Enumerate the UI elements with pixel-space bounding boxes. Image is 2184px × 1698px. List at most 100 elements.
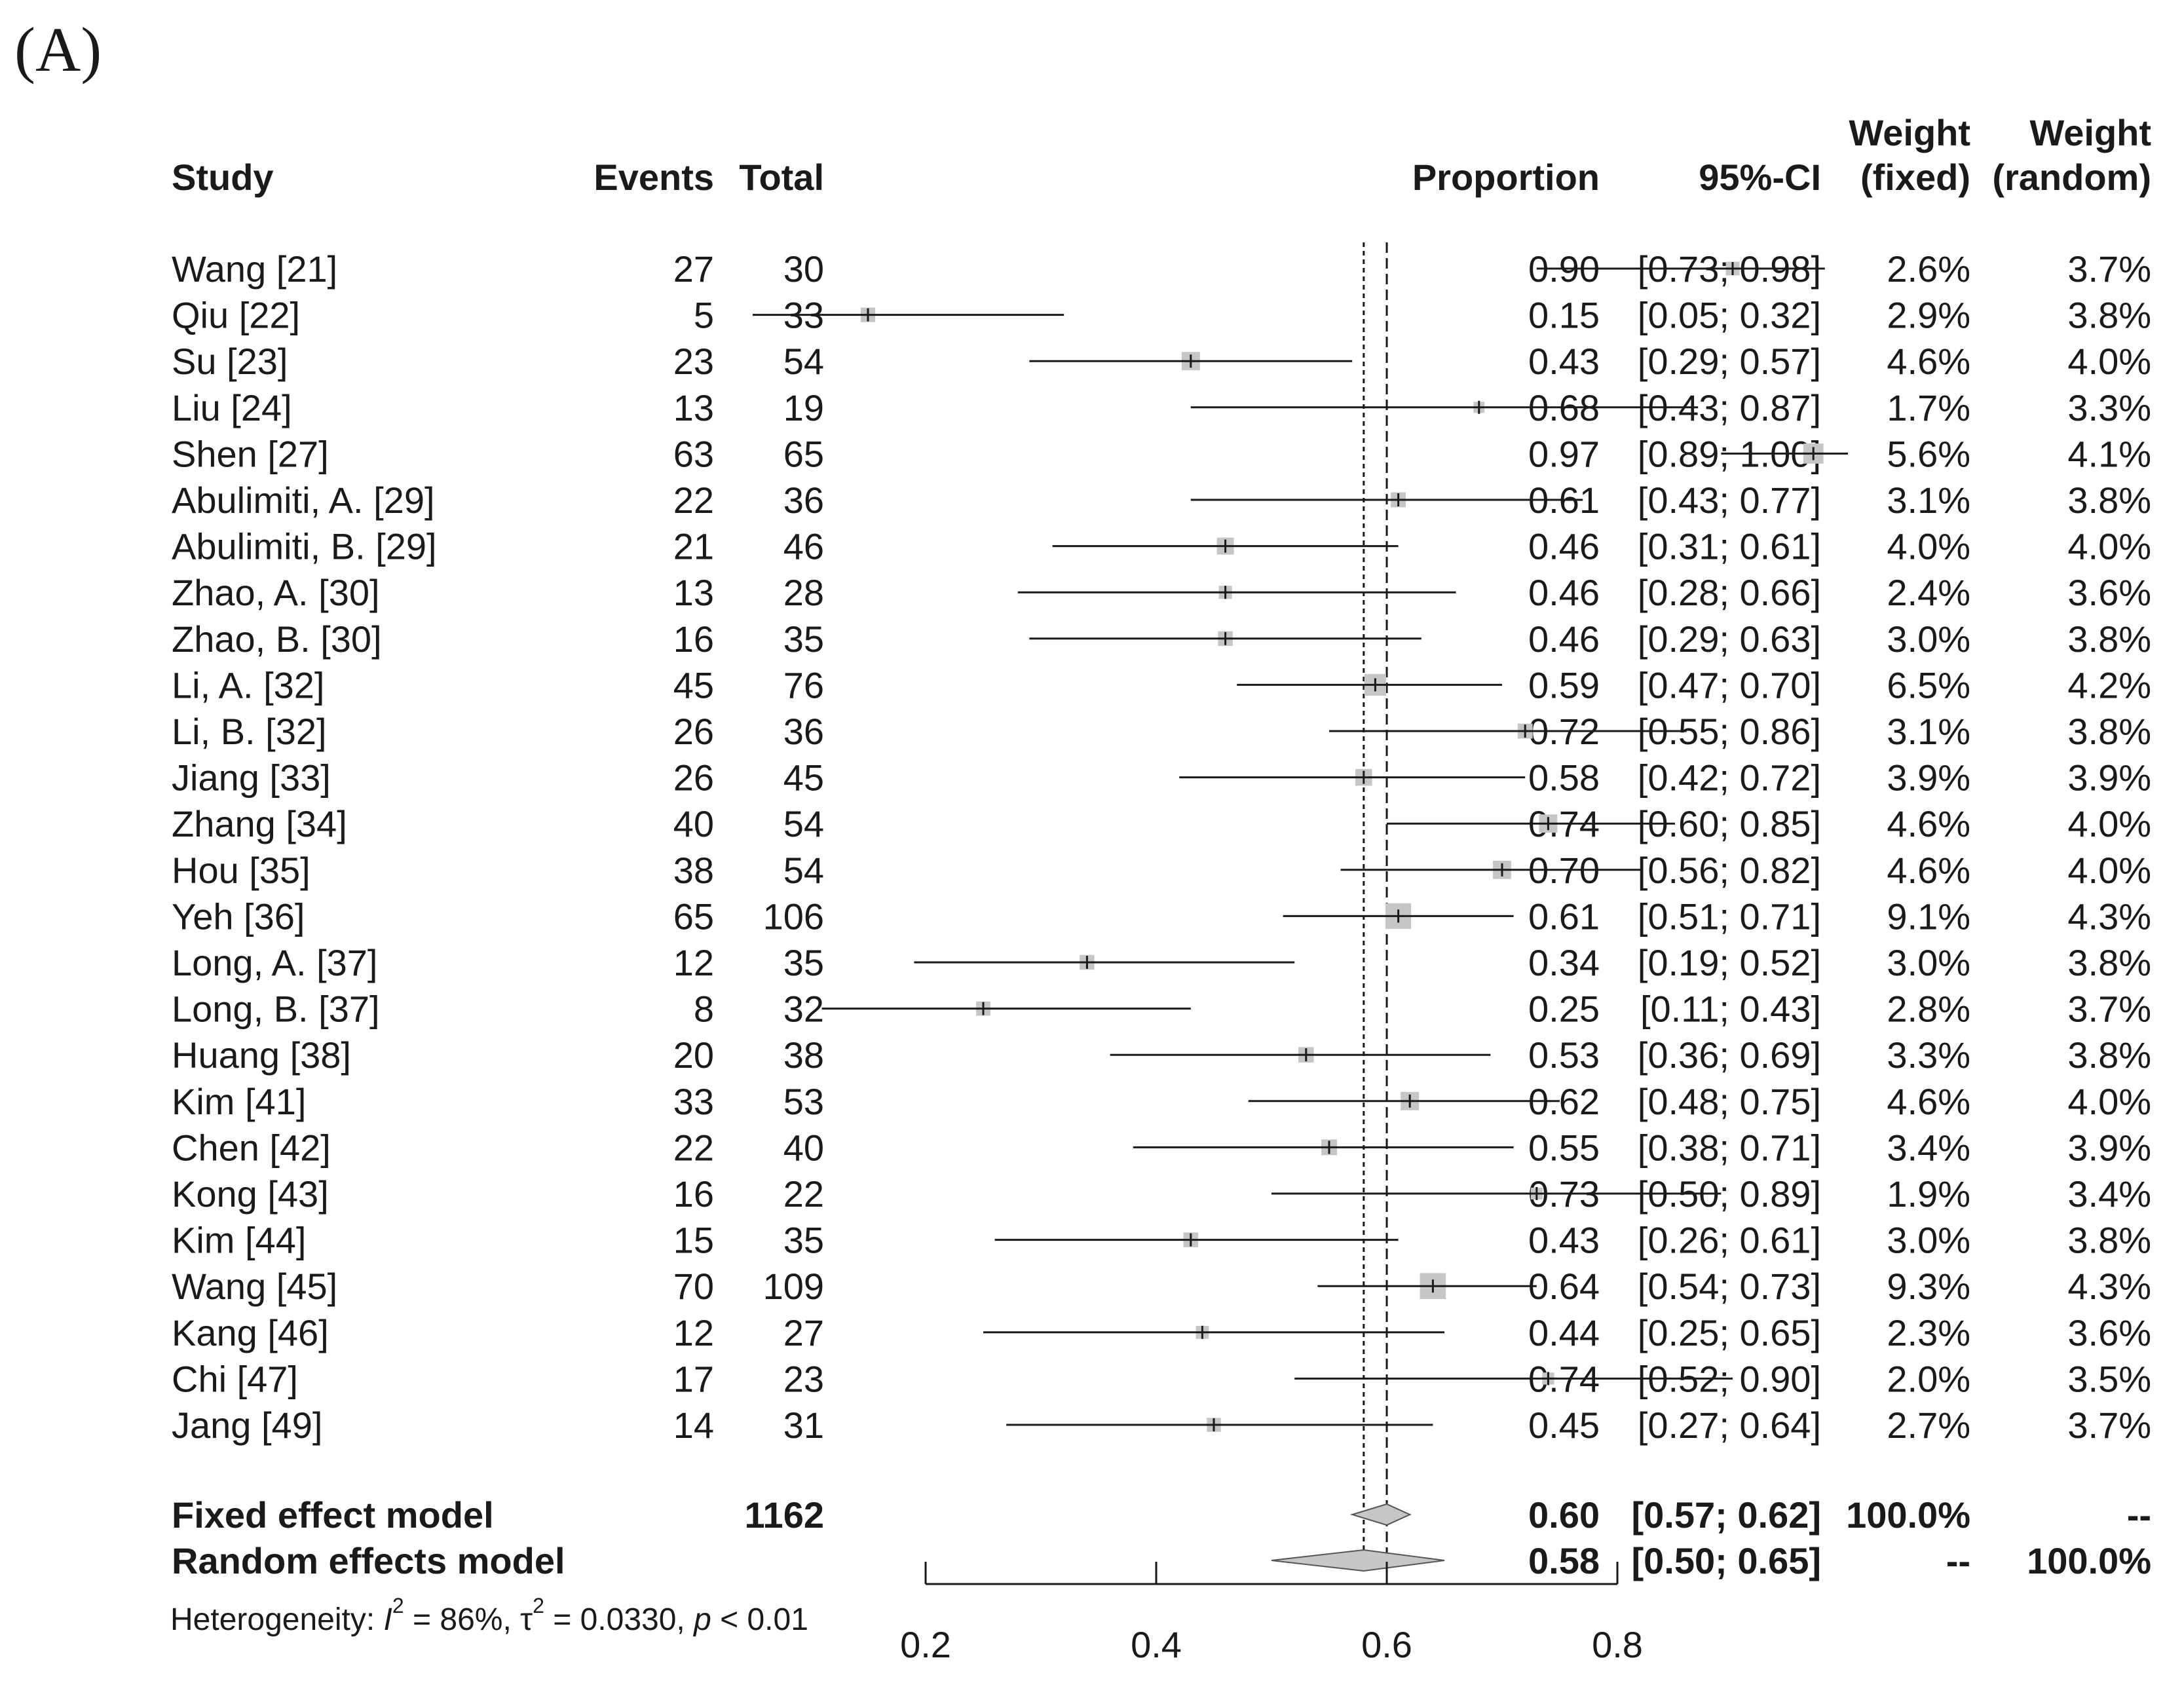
study-mark — [1329, 723, 1687, 739]
ci-value: [0.29; 0.63] — [1638, 618, 1821, 660]
ci-value: [0.56; 0.82] — [1638, 850, 1821, 891]
study-name: Yeh [36] — [172, 896, 305, 937]
ci-value: [0.51; 0.71] — [1638, 896, 1821, 937]
study-name: Long, A. [37] — [172, 942, 377, 983]
proportion-value: 0.43 — [1528, 1220, 1600, 1261]
proportion-value: 0.97 — [1528, 433, 1600, 474]
weight-fixed-value: 3.9% — [1887, 757, 1970, 799]
study-mark — [1294, 1372, 1733, 1386]
study-mark — [1017, 586, 1456, 599]
proportion-value: 0.61 — [1528, 896, 1600, 937]
total-value: 35 — [783, 1220, 824, 1261]
events-value: 38 — [673, 850, 714, 891]
summary-weight-random: -- — [2127, 1494, 2151, 1536]
events-value: 26 — [673, 711, 714, 752]
weight-fixed-value: 9.3% — [1887, 1266, 1970, 1307]
weight-random-value: 4.1% — [2067, 433, 2151, 474]
ci-value: [0.31; 0.61] — [1638, 526, 1821, 567]
proportion-value: 0.43 — [1528, 341, 1600, 382]
total-value: 31 — [783, 1405, 824, 1446]
study-mark — [994, 1232, 1399, 1247]
ci-value: [0.27; 0.64] — [1638, 1405, 1821, 1446]
weight-random-value: 4.0% — [2067, 850, 2151, 891]
total-value: 54 — [783, 341, 824, 382]
events-value: 22 — [673, 480, 714, 521]
summary-label: Random effects model — [172, 1540, 565, 1581]
weight-random-value: 4.2% — [2067, 664, 2151, 706]
ci-value: [0.38; 0.71] — [1638, 1127, 1821, 1168]
total-value: 35 — [783, 942, 824, 983]
total-value: 22 — [783, 1173, 824, 1215]
total-value: 76 — [783, 664, 824, 706]
plot-marks — [753, 242, 1848, 1572]
weight-fixed-value: 2.0% — [1887, 1358, 1970, 1399]
study-mark — [1237, 673, 1502, 696]
ci-value: [0.26; 0.61] — [1638, 1220, 1821, 1261]
total-value: 32 — [783, 989, 824, 1030]
weight-random-value: 3.5% — [2067, 1358, 2151, 1399]
study-name: Zhao, B. [30] — [172, 618, 382, 660]
study-name: Chi [47] — [172, 1358, 298, 1399]
summary-ci: [0.57; 0.62] — [1632, 1494, 1822, 1536]
ci-value: [0.19; 0.52] — [1638, 942, 1821, 983]
events-value: 70 — [673, 1266, 714, 1307]
weight-fixed-value: 2.3% — [1887, 1312, 1970, 1353]
ci-value: [0.48; 0.75] — [1638, 1081, 1821, 1122]
total-value: 45 — [783, 757, 824, 799]
weight-random-value: 4.0% — [2067, 526, 2151, 567]
events-value: 65 — [673, 896, 714, 937]
weight-fixed-value: 3.4% — [1887, 1127, 1970, 1168]
ci-value: [0.47; 0.70] — [1638, 664, 1821, 706]
events-value: 23 — [673, 341, 714, 382]
study-mark — [1190, 400, 1699, 414]
total-value: 38 — [783, 1034, 824, 1076]
study-name: Qiu [22] — [172, 295, 300, 336]
i-squared-value: = 86%, — [404, 1602, 520, 1637]
proportion-value: 0.25 — [1528, 989, 1600, 1030]
study-name: Jang [49] — [172, 1405, 322, 1446]
total-value: 65 — [783, 433, 824, 474]
study-name: Long, B. [37] — [172, 989, 380, 1030]
summary-proportion: 0.60 — [1528, 1494, 1600, 1536]
summary-weight-fixed: -- — [1946, 1540, 1970, 1581]
study-mark — [1721, 443, 1848, 464]
study-mark — [1248, 1091, 1560, 1110]
events-value: 45 — [673, 664, 714, 706]
i-squared-superscript: 2 — [392, 1594, 404, 1617]
weight-random-value: 3.6% — [2067, 1312, 2151, 1353]
weight-fixed-value: 2.8% — [1887, 989, 1970, 1030]
events-value: 8 — [694, 989, 714, 1030]
header-study: Study — [172, 157, 274, 198]
study-mark — [1387, 814, 1675, 833]
weight-fixed-value: 2.6% — [1887, 248, 1970, 290]
ci-value: [0.11; 0.43] — [1640, 989, 1821, 1030]
weight-fixed-value: 3.1% — [1887, 480, 1970, 521]
proportion-value: 0.46 — [1528, 572, 1600, 613]
total-value: 19 — [783, 387, 824, 428]
events-value: 16 — [673, 618, 714, 660]
total-value: 46 — [783, 526, 824, 567]
study-mark — [1317, 1273, 1537, 1300]
weight-fixed-value: 3.3% — [1887, 1034, 1970, 1076]
p-value: < 0.01 — [711, 1602, 808, 1637]
weight-fixed-value: 3.0% — [1887, 942, 1970, 983]
header-ci: 95%-CI — [1699, 157, 1821, 198]
proportion-value: 0.45 — [1528, 1405, 1600, 1446]
weight-random-value: 3.9% — [2067, 757, 2151, 799]
p-symbol: p — [692, 1602, 711, 1637]
study-mark — [1190, 492, 1583, 508]
weight-fixed-value: 4.0% — [1887, 526, 1970, 567]
proportion-value: 0.53 — [1528, 1034, 1600, 1076]
ci-value: [0.05; 0.32] — [1638, 295, 1821, 336]
study-name: Shen [27] — [172, 433, 329, 474]
study-mark — [753, 307, 1064, 322]
events-value: 17 — [673, 1358, 714, 1399]
study-mark — [983, 1325, 1444, 1339]
weight-random-value: 3.8% — [2067, 618, 2151, 660]
header-events: Events — [593, 157, 714, 198]
total-value: 23 — [783, 1358, 824, 1399]
study-name: Abulimiti, A. [29] — [172, 480, 435, 521]
weight-random-value: 4.0% — [2067, 803, 2151, 844]
proportion-value: 0.64 — [1528, 1266, 1600, 1307]
